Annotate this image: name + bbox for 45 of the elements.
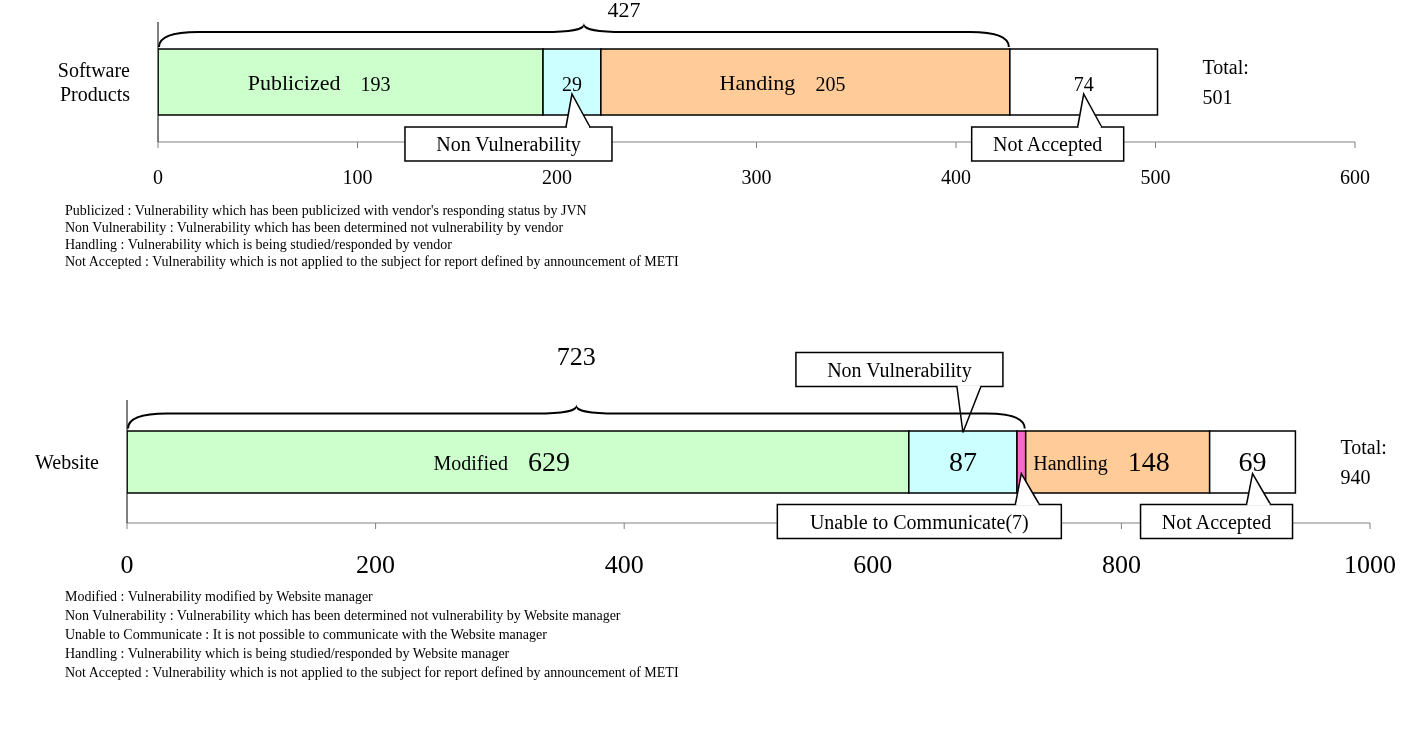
text: Handling : Vulnerability which is being studied/responded by Website manager [65, 646, 510, 661]
x-tick-label: 300 [741, 166, 772, 189]
text: Modified : Vulnerability modified by Website manager [65, 589, 373, 604]
text: Non Vulnerability : Vulnerability which has been determined not vulnerability by Website manager [65, 608, 621, 623]
data-label: 69 [1238, 445, 1267, 477]
text: Handling : Vulnerability which is being studied/responded by vendor [65, 237, 452, 252]
x-tick-label: 600 [1340, 166, 1370, 189]
series-label: Handing [719, 70, 796, 95]
data-label: 87 [948, 445, 977, 477]
total-label: Total: 501 [1202, 56, 1249, 108]
x-tick-label: 1000 [1344, 550, 1396, 580]
series-label: Publicized [247, 70, 341, 95]
total-label: Total: 940 [1340, 435, 1387, 488]
data-label: 74 [1073, 73, 1094, 95]
series-label: Modified [433, 451, 508, 474]
text: Unable to Communicate(7) [809, 510, 1029, 533]
x-tick-label: 500 [1140, 166, 1171, 189]
x-tick-label: 200 [356, 550, 396, 580]
legend-label: Not Accepted [992, 133, 1103, 156]
series-label: Handling [1033, 451, 1108, 475]
y-tick-label: Website [35, 450, 100, 473]
annotation: 427 [607, 0, 641, 22]
x-tick-label: 100 [342, 166, 373, 189]
x-tick-label: 400 [941, 166, 971, 189]
data-label: 148 [1127, 445, 1170, 477]
x-tick-label: 800 [1101, 550, 1141, 580]
x-tick-label: 200 [542, 166, 572, 189]
text: Non Vulnerability : Vulnerability which has been determined not vulnerability by vendor [65, 220, 564, 235]
legend-label: Non Vulnerability [436, 133, 581, 156]
text: Unable to Communicate : It is not possible to communicate with the Website manager [65, 627, 547, 642]
data-label: 193 [360, 73, 391, 95]
text: Non Vulnerability [827, 358, 972, 382]
data-label: 629 [527, 445, 570, 477]
x-tick-label: 0 [120, 550, 134, 580]
legend-label: Not Accepted [1161, 510, 1272, 534]
y-tick-label: Software Products [57, 59, 131, 105]
data-label: 29 [561, 73, 582, 95]
data-label: 205 [815, 73, 846, 95]
x-tick-label: 400 [604, 550, 644, 580]
text: Publicized : Vulnerability which has been publicized with vendor's responding status by JVN [65, 203, 587, 218]
text: Not Accepted : Vulnerability which is not applied to the subject for report defined by announcement of METI [65, 665, 679, 680]
x-tick-label: 0 [153, 166, 163, 189]
x-tick-label: 600 [853, 550, 893, 580]
text: 723 [556, 341, 596, 371]
text: Not Accepted : Vulnerability which is not applied to the subject for report defined by announcement of METI [65, 254, 679, 269]
